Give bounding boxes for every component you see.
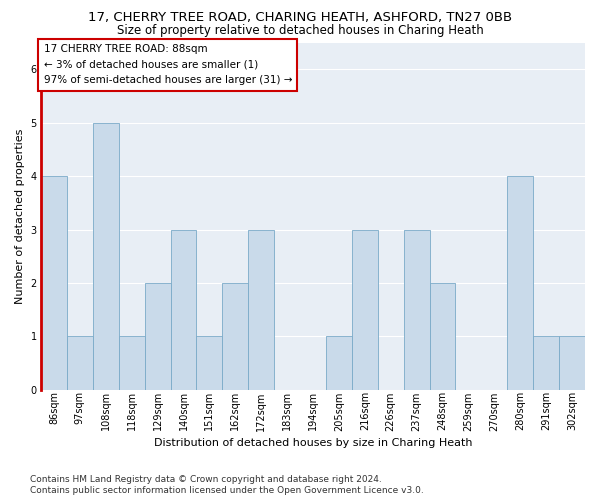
Text: Contains public sector information licensed under the Open Government Licence v3: Contains public sector information licen… <box>30 486 424 495</box>
Bar <box>352 230 378 390</box>
Text: Contains HM Land Registry data © Crown copyright and database right 2024.: Contains HM Land Registry data © Crown c… <box>30 475 382 484</box>
Bar <box>248 230 274 390</box>
Bar <box>507 176 533 390</box>
X-axis label: Distribution of detached houses by size in Charing Heath: Distribution of detached houses by size … <box>154 438 472 448</box>
Bar <box>430 283 455 390</box>
Bar <box>533 336 559 390</box>
Bar <box>170 230 196 390</box>
Bar <box>223 283 248 390</box>
Text: 17, CHERRY TREE ROAD, CHARING HEATH, ASHFORD, TN27 0BB: 17, CHERRY TREE ROAD, CHARING HEATH, ASH… <box>88 11 512 24</box>
Bar <box>559 336 585 390</box>
Bar <box>93 122 119 390</box>
Bar <box>196 336 223 390</box>
Bar <box>145 283 170 390</box>
Y-axis label: Number of detached properties: Number of detached properties <box>15 128 25 304</box>
Bar <box>404 230 430 390</box>
Bar <box>119 336 145 390</box>
Text: 17 CHERRY TREE ROAD: 88sqm
← 3% of detached houses are smaller (1)
97% of semi-d: 17 CHERRY TREE ROAD: 88sqm ← 3% of detac… <box>44 44 292 86</box>
Text: Size of property relative to detached houses in Charing Heath: Size of property relative to detached ho… <box>116 24 484 37</box>
Bar <box>326 336 352 390</box>
Bar <box>41 176 67 390</box>
Bar <box>67 336 93 390</box>
